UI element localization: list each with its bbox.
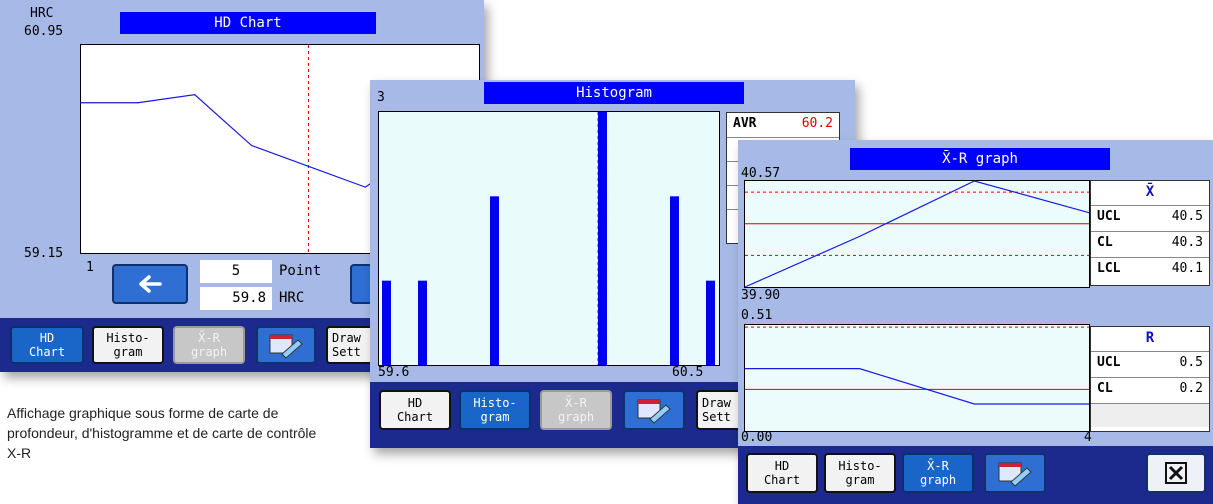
histogram-title: Histogram bbox=[484, 82, 744, 104]
stat-key: UCL bbox=[1097, 209, 1121, 224]
hd-point bbox=[137, 102, 139, 104]
save-button[interactable] bbox=[984, 453, 1046, 493]
close-icon bbox=[1165, 462, 1187, 484]
hd-chart-button[interactable]: HD Chart bbox=[746, 453, 818, 493]
hist-plot-area bbox=[378, 111, 720, 366]
hist-x-max: 60.5 bbox=[672, 365, 704, 380]
stat-key: UCL bbox=[1097, 355, 1121, 370]
avr-label: AVR bbox=[733, 116, 757, 131]
hd-point bbox=[80, 102, 82, 104]
hist-bar bbox=[382, 280, 391, 365]
close-button[interactable] bbox=[1146, 453, 1206, 493]
r-y-bottom: 0.00 bbox=[741, 430, 773, 445]
histogram-chart bbox=[382, 112, 715, 365]
previous-point-button[interactable] bbox=[112, 264, 188, 304]
hd-chart-button[interactable]: HD Chart bbox=[379, 390, 451, 430]
xr-graph-button[interactable]: X̄-R graph bbox=[173, 326, 245, 364]
hist-bar bbox=[706, 280, 715, 365]
hd-y-min: 59.15 bbox=[24, 246, 64, 261]
r-empty-row bbox=[1091, 403, 1209, 427]
stat-value: 0.2 bbox=[1179, 381, 1203, 396]
r-x-end: 4 bbox=[1084, 430, 1092, 445]
stat-value: 40.5 bbox=[1171, 209, 1203, 224]
xbar-ucl-row: UCL 40.5 bbox=[1091, 205, 1209, 229]
avr-row: AVR 60.2 bbox=[727, 113, 839, 136]
stat-key: LCL bbox=[1097, 261, 1121, 276]
hd-chart-button[interactable]: HD Chart bbox=[10, 326, 84, 364]
avr-value: 60.2 bbox=[801, 116, 833, 131]
save-button[interactable] bbox=[623, 390, 685, 430]
r-cl-row: CL 0.2 bbox=[1091, 377, 1209, 401]
point-label: Point bbox=[279, 263, 322, 279]
save-button[interactable] bbox=[256, 326, 316, 364]
xbar-stats-table: X̄ UCL 40.5 CL 40.3 LCL 40.1 bbox=[1090, 180, 1210, 286]
hist-bar bbox=[670, 196, 679, 365]
hd-x-start: 1 bbox=[86, 260, 94, 275]
r-plot-area bbox=[744, 324, 1090, 432]
stat-value: 0.5 bbox=[1179, 355, 1203, 370]
hist-x-min: 59.6 bbox=[378, 365, 410, 380]
stats-row bbox=[727, 137, 839, 161]
stat-key: CL bbox=[1097, 235, 1113, 250]
hist-bar bbox=[490, 196, 499, 365]
save-edit-icon bbox=[637, 399, 671, 424]
r-series-line bbox=[745, 368, 1089, 405]
save-edit-icon bbox=[269, 334, 303, 359]
xbar-lcl-row: LCL 40.1 bbox=[1091, 257, 1209, 281]
stat-key: CL bbox=[1097, 381, 1113, 396]
histogram-button[interactable]: Histo- gram bbox=[92, 326, 164, 364]
xr-graph-button[interactable]: X̄-R graph bbox=[540, 390, 612, 430]
xr-graph-button[interactable]: X̄-R graph bbox=[902, 453, 974, 493]
point-value-box: 5 bbox=[200, 260, 272, 283]
hd-point bbox=[250, 144, 253, 147]
reading-unit: HRC bbox=[279, 290, 305, 306]
histogram-button[interactable]: Histo- gram bbox=[824, 453, 896, 493]
hist-y-max: 3 bbox=[377, 90, 385, 105]
r-ucl-row: UCL 0.5 bbox=[1091, 351, 1209, 375]
draw-settings-button-1[interactable]: Draw Sett bbox=[326, 326, 374, 364]
xbar-y-bottom: 39.90 bbox=[741, 288, 781, 303]
caption-text: Affichage graphique sous forme de carte … bbox=[7, 405, 317, 461]
xbar-y-top: 40.57 bbox=[741, 166, 781, 181]
stat-value: 40.3 bbox=[1171, 235, 1203, 250]
save-edit-icon bbox=[998, 462, 1032, 487]
hd-point bbox=[364, 186, 366, 188]
hd-y-unit: HRC bbox=[30, 6, 54, 21]
draw-settings-button-2[interactable]: Draw Sett bbox=[696, 390, 746, 430]
hd-chart-title: HD Chart bbox=[120, 12, 376, 34]
r-header: R bbox=[1145, 330, 1155, 346]
r-line-chart bbox=[745, 326, 1089, 405]
stat-value: 40.1 bbox=[1171, 261, 1203, 276]
reading-value-box: 59.8 bbox=[200, 287, 272, 310]
xr-graph-window: X̄-R graph 40.57 39.90 X̄ UCL 40.5 CL 40… bbox=[738, 140, 1213, 504]
xr-graph-title: X̄-R graph bbox=[850, 148, 1110, 170]
histogram-button[interactable]: Histo- gram bbox=[459, 390, 531, 430]
hd-point bbox=[307, 165, 310, 167]
r-stats-table: R UCL 0.5 CL 0.2 bbox=[1090, 326, 1210, 432]
xbar-plot-area bbox=[744, 180, 1090, 288]
hist-bar bbox=[418, 280, 427, 365]
hd-point bbox=[194, 94, 196, 96]
r-y-top: 0.51 bbox=[741, 308, 773, 323]
xbar-line-chart bbox=[744, 180, 1090, 288]
arrow-left-icon bbox=[139, 275, 162, 293]
xbar-cl-row: CL 40.3 bbox=[1091, 231, 1209, 255]
hist-bar bbox=[598, 112, 607, 365]
hd-y-max: 60.95 bbox=[24, 24, 64, 39]
xbar-series-line bbox=[744, 180, 1090, 288]
xbar-header: X̄ bbox=[1145, 184, 1155, 200]
